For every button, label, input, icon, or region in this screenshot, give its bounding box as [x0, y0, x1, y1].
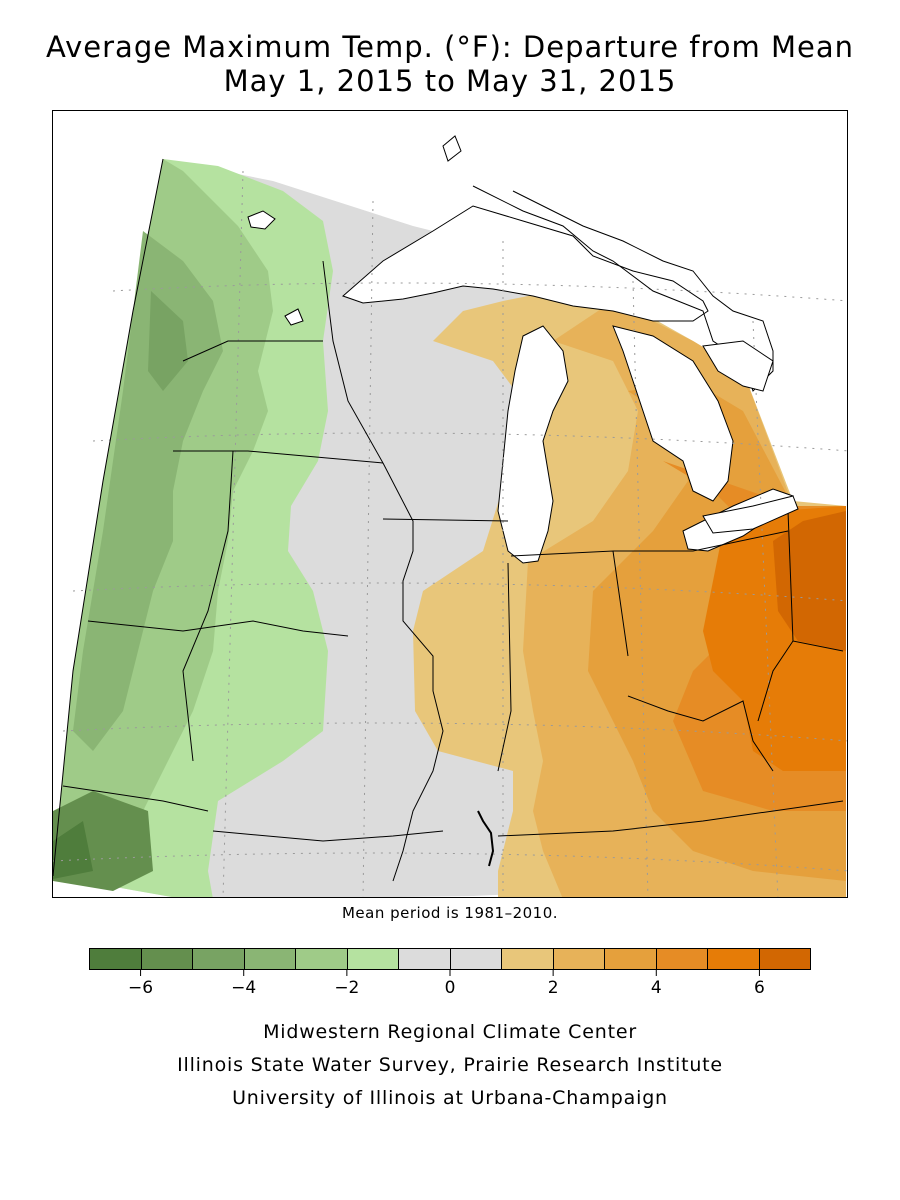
legend-tick-labels: −6 −4 −2 0 2 4 6	[89, 978, 811, 1000]
legend-swatch-9	[553, 949, 605, 969]
credit-mrcc: Midwestern Regional Climate Center	[263, 1021, 637, 1043]
mississippi-river	[477, 810, 495, 867]
state-borders	[53, 158, 844, 882]
legend-swatch-0	[90, 949, 142, 969]
mean-period-note: Mean period is 1981–2010.	[341, 904, 559, 922]
map-date-range: May 1, 2015 to May 31, 2015	[223, 64, 677, 98]
lake-superior	[342, 205, 709, 322]
georgian-bay	[702, 340, 774, 392]
legend-tick-label: 0	[444, 978, 456, 998]
red-lake	[284, 308, 304, 326]
color-legend	[89, 948, 811, 970]
legend-swatch-4	[296, 949, 348, 969]
legend-tick-label: 6	[754, 978, 765, 998]
legend-tick-label: −4	[231, 978, 257, 998]
lake-of-the-woods	[247, 210, 276, 230]
band-minus-4	[148, 291, 188, 391]
legend-swatch-13	[759, 949, 810, 969]
legend-swatch-10	[605, 949, 657, 969]
legend-tick-label: 2	[547, 978, 559, 998]
legend-tick-label: −2	[334, 978, 360, 998]
graticule	[53, 170, 847, 897]
map-panel	[52, 110, 848, 898]
departure-map	[53, 135, 847, 897]
isle-royale	[442, 135, 462, 162]
legend-tick-label: 4	[650, 978, 662, 998]
legend-swatch-7	[450, 949, 502, 969]
credit-isws: Illinois State Water Survey, Prairie Res…	[177, 1054, 723, 1076]
legend-swatch-2	[193, 949, 245, 969]
legend-swatch-6	[399, 949, 451, 969]
credit-uiuc: University of Illinois at Urbana-Champai…	[232, 1087, 668, 1109]
legend-swatch-12	[708, 949, 760, 969]
legend-swatch-5	[347, 949, 399, 969]
legend-swatch-3	[244, 949, 296, 969]
map-title: Average Maximum Temp. (°F): Departure fr…	[45, 30, 855, 64]
lake-michigan	[497, 325, 569, 564]
legend-swatch-11	[656, 949, 708, 969]
band-plus-6	[773, 511, 846, 651]
legend-swatch-1	[141, 949, 193, 969]
canada-coast	[472, 185, 774, 392]
legend-tick-label: −6	[128, 978, 154, 998]
legend-tick-marks	[140, 970, 760, 976]
band-minus-6	[53, 821, 93, 879]
lake-ontario	[702, 495, 799, 534]
lake-huron	[612, 325, 734, 502]
legend-swatch-8	[502, 949, 554, 969]
